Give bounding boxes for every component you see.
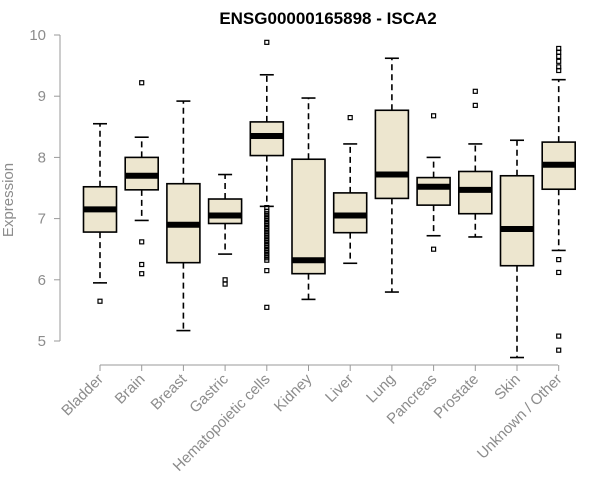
y-tick-label: 6 [38, 272, 46, 289]
iqr-box [291, 158, 326, 275]
outlier-point [556, 53, 562, 60]
outlier-point [347, 115, 353, 121]
outlier-point [264, 39, 270, 45]
x-tick-label: Bladder [58, 371, 107, 420]
box-group [207, 173, 243, 287]
outlier-point [222, 281, 228, 287]
outlier-point [139, 80, 145, 86]
box-group [541, 45, 577, 353]
x-tick-label: Kidney [271, 370, 316, 415]
x-tick-label: Lung [363, 371, 399, 407]
y-tick-label: 10 [29, 27, 46, 44]
y-tick-label: 7 [38, 211, 46, 228]
box-group [82, 122, 118, 304]
iqr-box [499, 174, 535, 267]
iqr-box [374, 109, 410, 200]
outlier-point [556, 257, 562, 263]
outlier-point [264, 304, 270, 310]
outlier-point [472, 102, 478, 108]
outlier-point [556, 333, 562, 339]
outlier-point [431, 246, 437, 252]
chart-title: ENSG00000165898 - ISCA2 [219, 9, 436, 28]
x-tick-label: Prostate [431, 371, 483, 423]
box-group [291, 97, 326, 301]
x-tick-label: Brain [112, 371, 149, 408]
outlier-point [139, 239, 145, 245]
outlier-point [556, 269, 562, 276]
x-tick-label: Liver [322, 371, 357, 406]
y-tick-label: 8 [38, 149, 46, 166]
outlier-point [556, 58, 562, 64]
box-group [499, 139, 535, 359]
outlier-point [139, 271, 145, 277]
outlier-point [222, 277, 228, 283]
outlier-point [431, 113, 437, 119]
y-axis-label: Expression [0, 163, 17, 237]
box-group [374, 57, 410, 293]
box-group [249, 39, 285, 310]
iqr-box [207, 198, 243, 225]
x-tick-label: Skin [491, 371, 524, 404]
y-tick-label: 5 [38, 333, 46, 350]
outlier-point [264, 257, 270, 263]
outlier-point [556, 67, 562, 74]
box-group [332, 115, 368, 265]
outlier-point [472, 88, 478, 94]
iqr-box [416, 176, 451, 206]
box-group [457, 88, 493, 238]
y-tick-label: 9 [38, 88, 46, 105]
outlier-point [264, 268, 270, 274]
boxes-group [82, 39, 577, 359]
y-ticks: 5 6 7 8 9 10 [29, 27, 60, 350]
outlier-point [139, 261, 145, 268]
box-group [166, 100, 201, 332]
outlier-point [556, 49, 562, 55]
box-group [124, 80, 159, 277]
x-tick-label: Breast [148, 370, 191, 413]
outlier-point [97, 298, 103, 304]
outlier-point [556, 347, 562, 353]
box-group [416, 113, 451, 252]
